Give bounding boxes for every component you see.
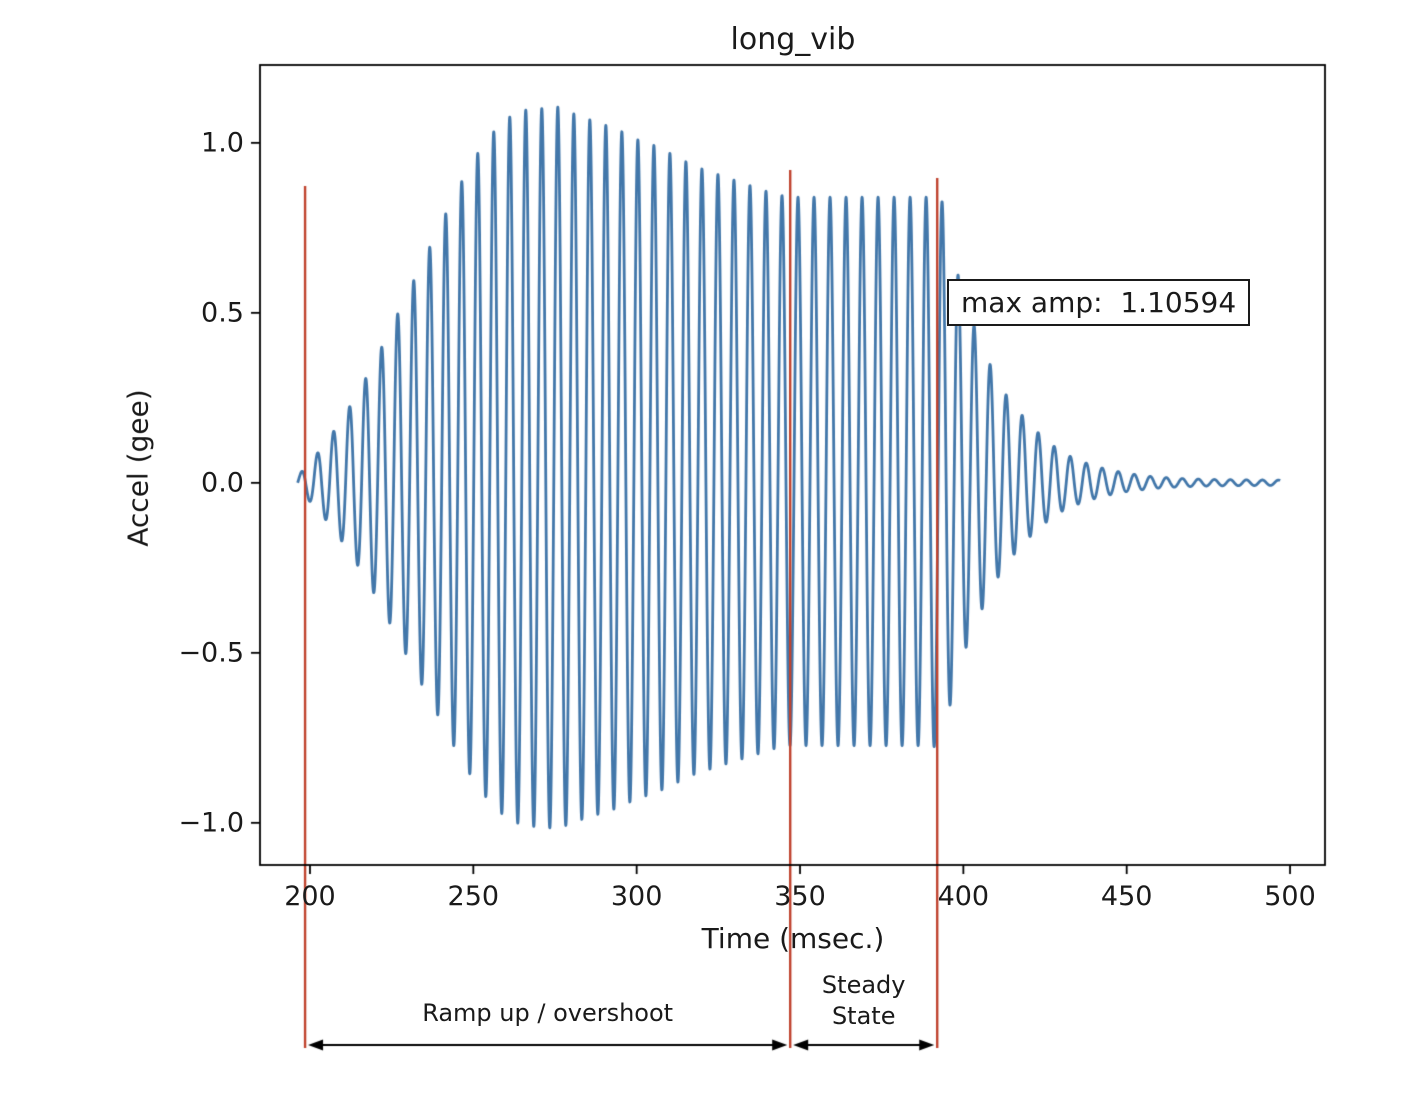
region-label-ramp-up-overshoot: Ramp up / overshoot xyxy=(422,999,674,1027)
max-amp-annotation: max amp: 1.10594 xyxy=(947,278,1251,326)
y-tick-label: 0.5 xyxy=(201,297,244,329)
y-tick-label: −0.5 xyxy=(178,637,244,669)
y-tick-label: 1.0 xyxy=(201,127,244,159)
x-tick-label: 450 xyxy=(1100,881,1153,912)
x-tick-label: 500 xyxy=(1264,881,1316,912)
x-axis-label: Time (msec.) xyxy=(701,922,885,955)
chart-title: long_vib xyxy=(730,22,856,57)
x-tick-label: 200 xyxy=(284,881,336,912)
y-tick-label: −1.0 xyxy=(178,807,244,839)
x-tick-label: 250 xyxy=(447,881,500,912)
x-tick-label: 300 xyxy=(610,881,663,912)
x-tick-label: 350 xyxy=(774,881,826,912)
y-tick-label: 0.0 xyxy=(201,467,244,499)
region-label-steady-state: Steady State xyxy=(821,971,906,1030)
y-axis-label: Accel (gee) xyxy=(121,389,155,547)
x-tick-label: 400 xyxy=(937,881,990,912)
